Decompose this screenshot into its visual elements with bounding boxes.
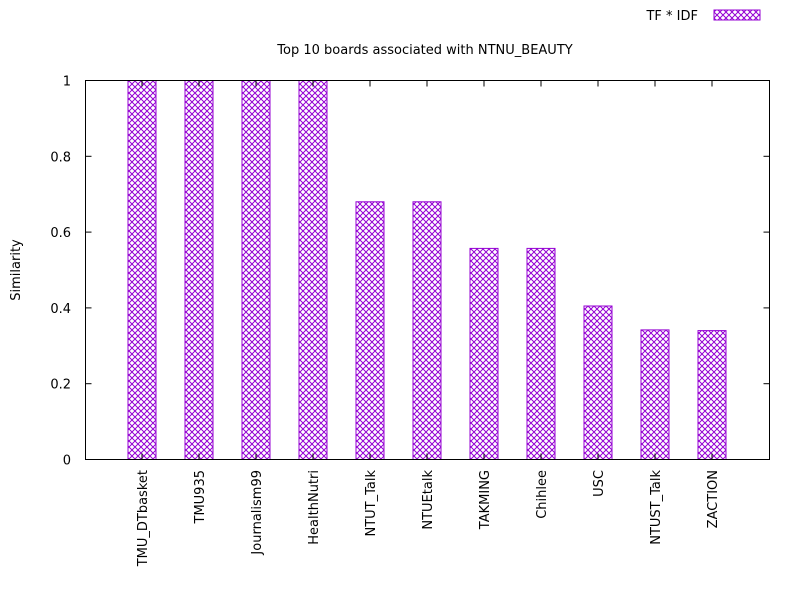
y-tick-label: 0 — [63, 454, 71, 469]
bar — [355, 201, 385, 461]
category-label: NTUEtalk — [421, 470, 436, 530]
bar — [526, 247, 556, 460]
category-label: HealthNutri — [307, 470, 322, 545]
legend-swatch — [713, 9, 761, 21]
legend-label: TF * IDF — [645, 9, 698, 24]
y-tick-label: 1 — [63, 75, 71, 90]
category-label: NTUT_Talk — [364, 470, 379, 537]
y-axis-label: Similarity — [9, 239, 24, 301]
legend: TF * IDF — [645, 9, 761, 24]
category-label: TMU_DTbasket — [136, 470, 151, 567]
bar — [697, 330, 727, 460]
category-label: TAKMING — [478, 470, 493, 530]
bar — [412, 201, 442, 461]
category-label: NTUST_Talk — [649, 470, 664, 545]
category-label: Chihlee — [535, 470, 550, 519]
y-ticks: 0 0.2 0.4 0.6 0.8 1 — [50, 75, 770, 469]
bars — [127, 80, 727, 461]
category-label: Journalism99 — [250, 470, 265, 556]
bar — [298, 80, 328, 460]
category-label: TMU935 — [193, 470, 208, 525]
bar — [127, 80, 157, 460]
bar — [241, 80, 271, 460]
bar — [640, 329, 670, 460]
y-tick-label: 0.6 — [50, 226, 71, 241]
y-tick-label: 0.4 — [50, 302, 71, 317]
category-label: USC — [592, 470, 607, 497]
bar — [469, 247, 499, 460]
y-tick-label: 0.2 — [50, 378, 71, 393]
bar — [184, 80, 214, 460]
bar — [583, 305, 613, 460]
plot-frame — [85, 80, 770, 460]
category-label: ZACTION — [706, 470, 721, 528]
x-ticks: TMU_DTbasket TMU935 Journalism99 HealthNutr… — [136, 80, 721, 567]
y-tick-label: 0.8 — [50, 150, 71, 165]
chart-title: Top 10 boards associated with NTNU_BEAUT… — [276, 43, 572, 58]
